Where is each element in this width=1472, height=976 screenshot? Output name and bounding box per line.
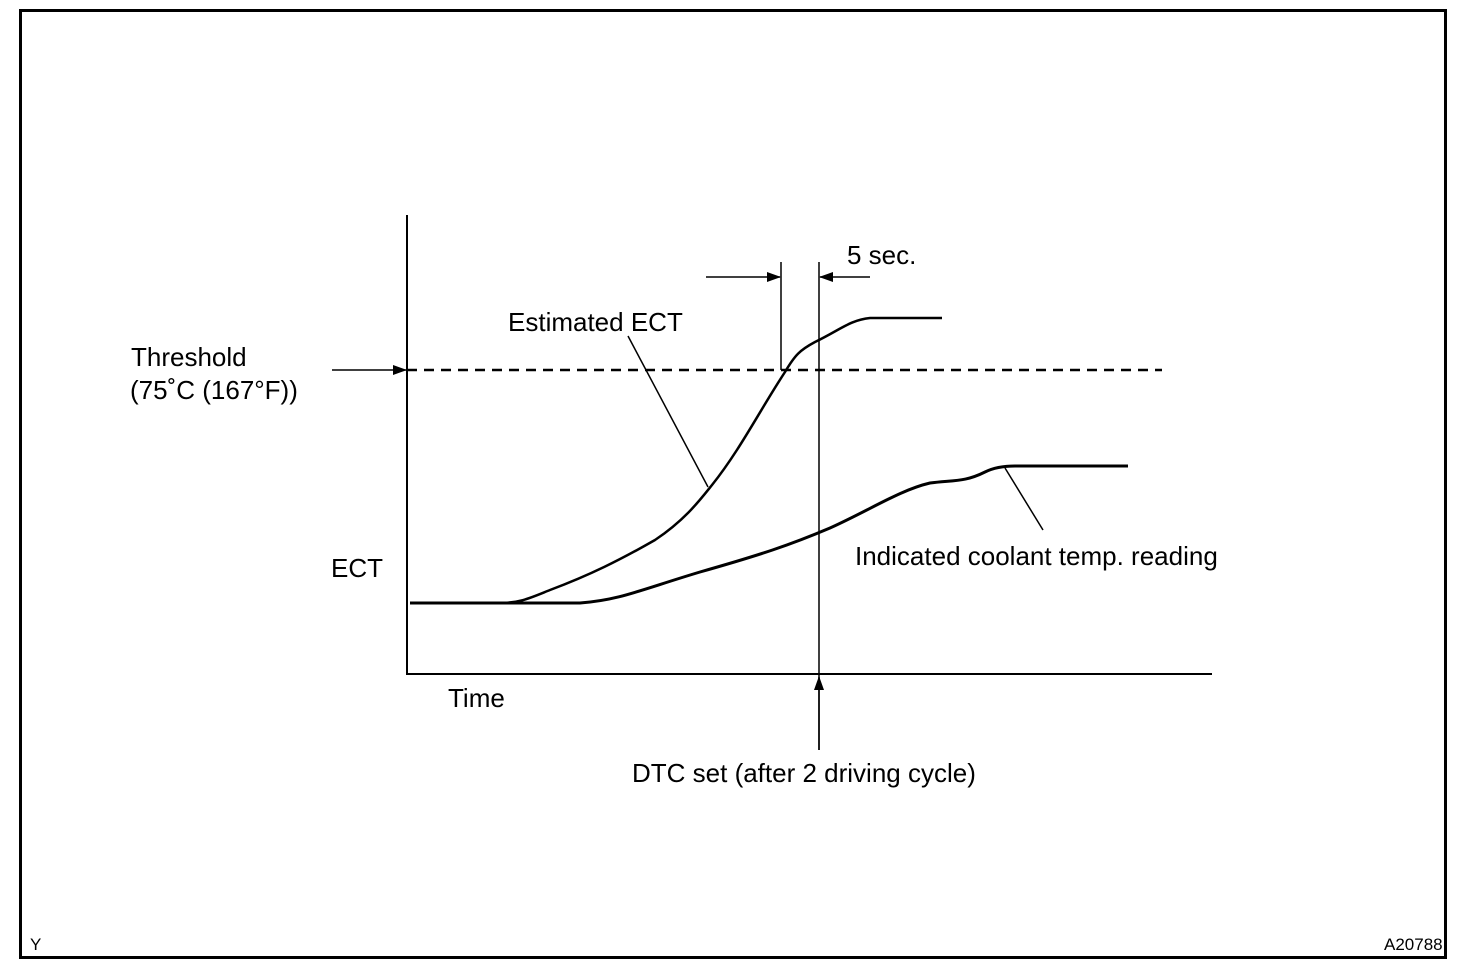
x-axis-label: Time	[448, 683, 505, 713]
estimated-leader	[627, 335, 709, 488]
interval-label: 5 sec.	[847, 240, 917, 270]
indicated-curve-label: Indicated coolant temp. reading	[855, 541, 1218, 571]
figure-frame	[19, 9, 1447, 959]
indicated-temp-curve	[410, 464, 1128, 605]
estimated-ect-curve	[410, 316, 942, 605]
dtc-event-label: DTC set (after 2 driving cycle)	[632, 758, 976, 788]
y-axis-label: ECT	[331, 553, 383, 583]
figure-id: A20788	[1384, 935, 1443, 954]
corner-letter: Y	[30, 935, 42, 954]
estimated-curve-label: Estimated ECT	[508, 307, 683, 337]
indicated-leader	[1004, 467, 1044, 531]
threshold-value: (75˚C (167°F))	[130, 375, 298, 405]
threshold-label: Threshold	[131, 342, 247, 372]
